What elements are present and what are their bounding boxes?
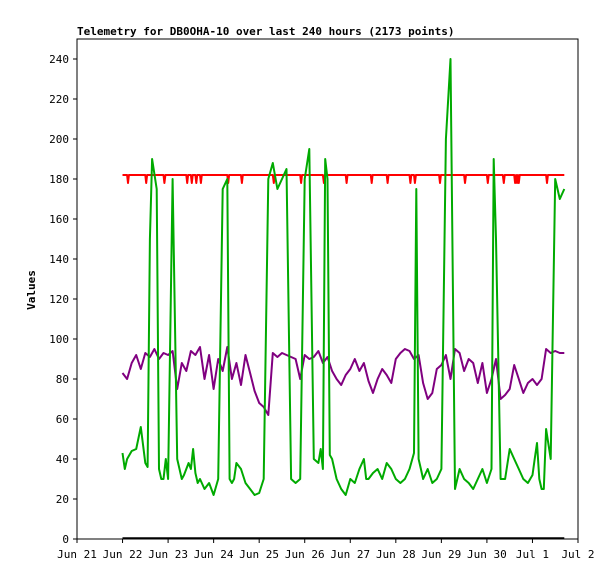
series-line-1 — [121, 346, 565, 416]
x-tick-label: Jun 24 — [194, 548, 234, 561]
y-tick-label: 0 — [62, 533, 69, 546]
y-tick-label: 60 — [56, 413, 69, 426]
y-tick-label: 240 — [49, 53, 69, 66]
x-tick-label: Jun 25 — [239, 548, 279, 561]
data-series — [121, 58, 566, 540]
y-tick-label: 40 — [56, 453, 69, 466]
x-tick-label: Jun 23 — [148, 548, 188, 561]
y-tick-label: 160 — [49, 213, 69, 226]
x-tick-label: Jun 28 — [376, 548, 416, 561]
y-tick-label: 80 — [56, 373, 69, 386]
x-tick-label: Jun 27 — [330, 548, 370, 561]
series-line-2 — [121, 58, 566, 496]
y-tick-label: 220 — [49, 93, 69, 106]
y-tick-label: 180 — [49, 173, 69, 186]
y-tick-label: 200 — [49, 133, 69, 146]
series-line-0 — [122, 174, 565, 184]
x-tick-label: Jun 22 — [103, 548, 143, 561]
x-tick-label: Jun 29 — [421, 548, 461, 561]
y-tick-label: 20 — [56, 493, 69, 506]
x-tick-label: Jun 30 — [467, 548, 507, 561]
x-tick-label: Jul 1 — [516, 548, 549, 561]
y-axis-title: Values — [25, 270, 38, 310]
y-tick-label: 100 — [49, 333, 69, 346]
y-tick-label: 140 — [49, 253, 69, 266]
x-tick-label: Jul 2 — [561, 548, 594, 561]
y-tick-label: 120 — [49, 293, 69, 306]
x-tick-label: Jun 26 — [285, 548, 325, 561]
axes: 0 20 40 60 80 100 120 140 160 180 200 220 240 Jun 21 J… — [49, 38, 595, 561]
x-tick-label: Jun 21 — [57, 548, 97, 561]
chart-title: Telemetry for DB0OHA-10 over last 240 ho… — [77, 25, 455, 38]
